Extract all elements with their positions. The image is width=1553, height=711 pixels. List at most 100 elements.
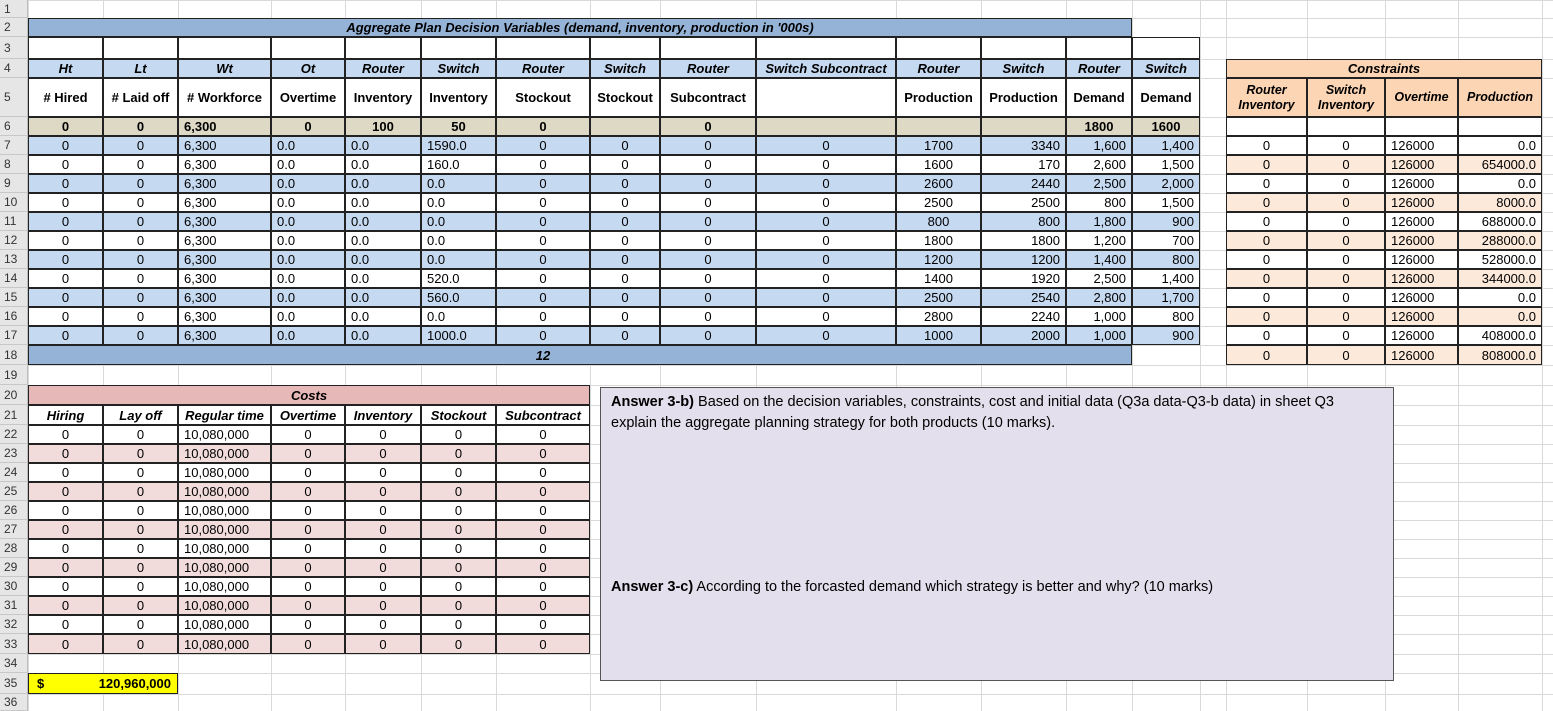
table-cell[interactable]: 10,080,000 <box>178 634 271 654</box>
table-cell[interactable]: 0 <box>1226 193 1307 212</box>
table-cell[interactable]: 0 <box>496 193 590 212</box>
table-cell[interactable]: 126000 <box>1385 307 1458 326</box>
table-cell[interactable]: 160.0 <box>421 155 496 174</box>
table-cell[interactable]: 10,080,000 <box>178 463 271 482</box>
empty-cell[interactable] <box>103 37 178 59</box>
empty-cell[interactable] <box>1066 37 1132 59</box>
empty-cell[interactable] <box>1132 37 1200 59</box>
table-cell[interactable]: 0 <box>1226 269 1307 288</box>
table-cell[interactable]: 0 <box>345 634 421 654</box>
table-cell[interactable]: 800 <box>1132 250 1200 269</box>
constraints-header[interactable]: Switch Inventory <box>1307 78 1385 117</box>
table-cell[interactable]: 560.0 <box>421 288 496 307</box>
row-header[interactable]: 1 <box>0 0 28 18</box>
table-cell[interactable]: 0 <box>28 577 103 596</box>
table-cell[interactable]: 1600 <box>896 155 981 174</box>
table-cell[interactable]: 0 <box>756 288 896 307</box>
table-cell[interactable]: 0 <box>103 174 178 193</box>
table-cell[interactable]: 0 <box>1307 136 1385 155</box>
empty-cell[interactable] <box>590 37 660 59</box>
row-header[interactable]: 20 <box>0 385 28 405</box>
row-header[interactable]: 15 <box>0 288 28 307</box>
table-cell[interactable]: 0 <box>1226 288 1307 307</box>
table-cell[interactable]: 0 <box>345 463 421 482</box>
table-cell[interactable]: 6,300 <box>178 288 271 307</box>
column-header[interactable]: Switch <box>421 59 496 78</box>
table-cell[interactable]: 8000.0 <box>1458 193 1542 212</box>
column-subheader[interactable]: Stockout <box>496 78 590 117</box>
initial-value-cell[interactable]: 0 <box>271 117 345 136</box>
table-cell[interactable]: 0 <box>1226 174 1307 193</box>
table-cell[interactable]: 1,600 <box>1066 136 1132 155</box>
table-cell[interactable]: 2,800 <box>1066 288 1132 307</box>
initial-value-cell[interactable] <box>896 117 981 136</box>
column-subheader[interactable]: Production <box>981 78 1066 117</box>
table-cell[interactable]: 654000.0 <box>1458 155 1542 174</box>
column-subheader[interactable]: Inventory <box>421 78 496 117</box>
column-header[interactable]: Ot <box>271 59 345 78</box>
table-cell[interactable]: 0 <box>1226 212 1307 231</box>
table-cell[interactable]: 0 <box>421 596 496 615</box>
table-cell[interactable]: 0 <box>28 463 103 482</box>
table-cell[interactable]: 0 <box>756 136 896 155</box>
table-cell[interactable]: 0 <box>1226 136 1307 155</box>
row-header[interactable]: 13 <box>0 250 28 269</box>
table-cell[interactable]: 0 <box>28 444 103 463</box>
column-header[interactable]: Switch <box>590 59 660 78</box>
row-header[interactable]: 29 <box>0 558 28 577</box>
table-cell[interactable]: 0 <box>103 444 178 463</box>
table-cell[interactable]: 6,300 <box>178 174 271 193</box>
table-cell[interactable]: 0 <box>345 482 421 501</box>
table-cell[interactable]: 1400 <box>896 269 981 288</box>
empty-cell[interactable] <box>496 37 590 59</box>
table-cell[interactable]: 0 <box>496 174 590 193</box>
table-cell[interactable]: 0 <box>103 425 178 444</box>
row-header[interactable]: 5 <box>0 78 28 117</box>
initial-value-cell[interactable]: 0 <box>28 117 103 136</box>
table-cell[interactable]: 2500 <box>896 193 981 212</box>
table-cell[interactable]: 1,000 <box>1066 326 1132 345</box>
table-cell[interactable]: 1920 <box>981 269 1066 288</box>
table-cell[interactable]: 808000.0 <box>1458 345 1542 365</box>
table-cell[interactable]: 800 <box>981 212 1066 231</box>
table-cell[interactable]: 126000 <box>1385 345 1458 365</box>
table-cell[interactable]: 0 <box>421 501 496 520</box>
table-cell[interactable]: 0 <box>756 269 896 288</box>
table-cell[interactable]: 0.0 <box>421 250 496 269</box>
row-header[interactable]: 6 <box>0 117 28 136</box>
table-cell[interactable]: 0.0 <box>271 193 345 212</box>
row-header[interactable]: 34 <box>0 654 28 673</box>
table-cell[interactable]: 0.0 <box>421 307 496 326</box>
table-cell[interactable]: 0 <box>28 501 103 520</box>
table-cell[interactable]: 0 <box>496 307 590 326</box>
table-cell[interactable]: 0 <box>28 425 103 444</box>
table-cell[interactable]: 126000 <box>1385 212 1458 231</box>
table-cell[interactable]: 10,080,000 <box>178 596 271 615</box>
table-cell[interactable]: 0 <box>28 520 103 539</box>
table-cell[interactable]: 0 <box>590 288 660 307</box>
table-cell[interactable]: 0 <box>496 269 590 288</box>
table-cell[interactable]: 0 <box>345 596 421 615</box>
table-cell[interactable]: 2500 <box>981 193 1066 212</box>
table-cell[interactable]: 0 <box>756 155 896 174</box>
table-cell[interactable]: 0 <box>756 174 896 193</box>
table-cell[interactable]: 0.0 <box>345 326 421 345</box>
table-cell[interactable]: 2,000 <box>1132 174 1200 193</box>
initial-value-cell[interactable]: 0 <box>103 117 178 136</box>
table-cell[interactable]: 0 <box>103 307 178 326</box>
table-cell[interactable]: 0 <box>28 155 103 174</box>
table-cell[interactable]: 700 <box>1132 231 1200 250</box>
column-subheader[interactable]: # Laid off <box>103 78 178 117</box>
table-cell[interactable]: 0.0 <box>345 231 421 250</box>
table-cell[interactable]: 0.0 <box>1458 307 1542 326</box>
table-cell[interactable]: 0 <box>1307 193 1385 212</box>
table-cell[interactable]: 126000 <box>1385 269 1458 288</box>
table-cell[interactable]: 0 <box>496 463 590 482</box>
table-cell[interactable]: 0.0 <box>271 212 345 231</box>
table-cell[interactable]: 1,700 <box>1132 288 1200 307</box>
table-cell[interactable]: 0 <box>271 596 345 615</box>
column-subheader[interactable]: Demand <box>1066 78 1132 117</box>
table-cell[interactable]: 0 <box>496 501 590 520</box>
table-cell[interactable]: 0 <box>271 444 345 463</box>
table-cell[interactable]: 0 <box>660 269 756 288</box>
